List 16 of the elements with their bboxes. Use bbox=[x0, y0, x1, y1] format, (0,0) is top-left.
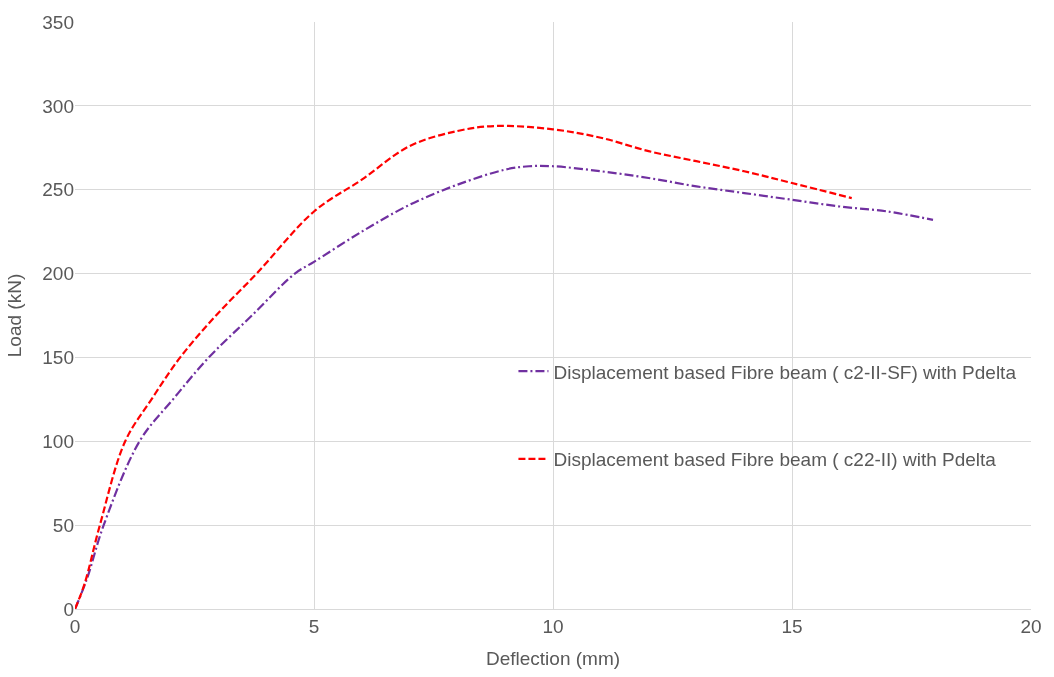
y-tick-label: 300 bbox=[42, 95, 74, 117]
y-tick-label: 150 bbox=[42, 347, 74, 369]
y-tick-label: 250 bbox=[42, 179, 74, 201]
y-axis-title: Load (kN) bbox=[4, 273, 26, 358]
x-tick-label: 10 bbox=[542, 615, 564, 637]
y-tick-label: 200 bbox=[42, 263, 74, 285]
legend-label: Displacement based Fibre beam ( c22-II) with Pdelta bbox=[553, 449, 997, 471]
y-tick-label: 100 bbox=[42, 430, 74, 452]
x-axis-title: Deflection (mm) bbox=[485, 647, 621, 669]
legend-label: Displacement based Fibre beam ( c2-II-SF) with Pdelta bbox=[553, 361, 1017, 383]
x-tick-label: 15 bbox=[781, 615, 803, 637]
y-tick-label: 350 bbox=[42, 11, 74, 33]
x-tick-label: 5 bbox=[308, 615, 320, 637]
y-tick-label: 50 bbox=[52, 514, 74, 536]
x-tick-label: 20 bbox=[1020, 615, 1042, 637]
y-tick-label: 0 bbox=[63, 598, 74, 620]
